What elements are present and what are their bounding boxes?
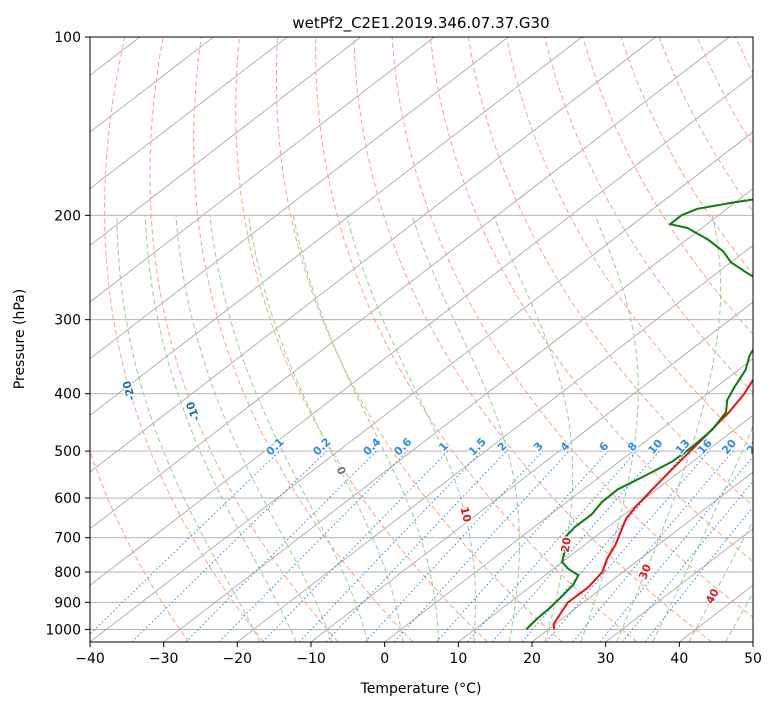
chart-title: wetPf2_C2E1.2019.346.07.37.G30 — [292, 14, 549, 33]
y-tick-label: 1000 — [45, 622, 81, 638]
x-tick-label: 40 — [670, 651, 688, 667]
moist-adiabat-label: 20 — [559, 536, 574, 553]
x-tick-label: 30 — [597, 651, 615, 667]
y-tick-label: 900 — [54, 595, 81, 611]
x-tick-label: 50 — [744, 651, 762, 667]
x-tick-label: −10 — [296, 651, 326, 667]
x-tick-label: −40 — [75, 651, 105, 667]
x-tick-label: 10 — [449, 651, 467, 667]
x-tick-label: −20 — [223, 651, 253, 667]
x-axis-label: Temperature (°C) — [360, 681, 482, 697]
y-axis-label: Pressure (hPa) — [12, 289, 28, 389]
x-tick-label: −30 — [149, 651, 179, 667]
y-tick-label: 100 — [54, 30, 81, 46]
y-tick-label: 400 — [54, 387, 81, 403]
x-tick-label: 0 — [380, 651, 389, 667]
y-tick-label: 500 — [54, 444, 81, 460]
x-tick-label: 20 — [523, 651, 541, 667]
y-tick-label: 300 — [54, 313, 81, 329]
y-tick-label: 600 — [54, 491, 81, 507]
y-tick-label: 200 — [54, 208, 81, 224]
y-tick-label: 800 — [54, 565, 81, 581]
y-tick-label: 700 — [54, 531, 81, 547]
